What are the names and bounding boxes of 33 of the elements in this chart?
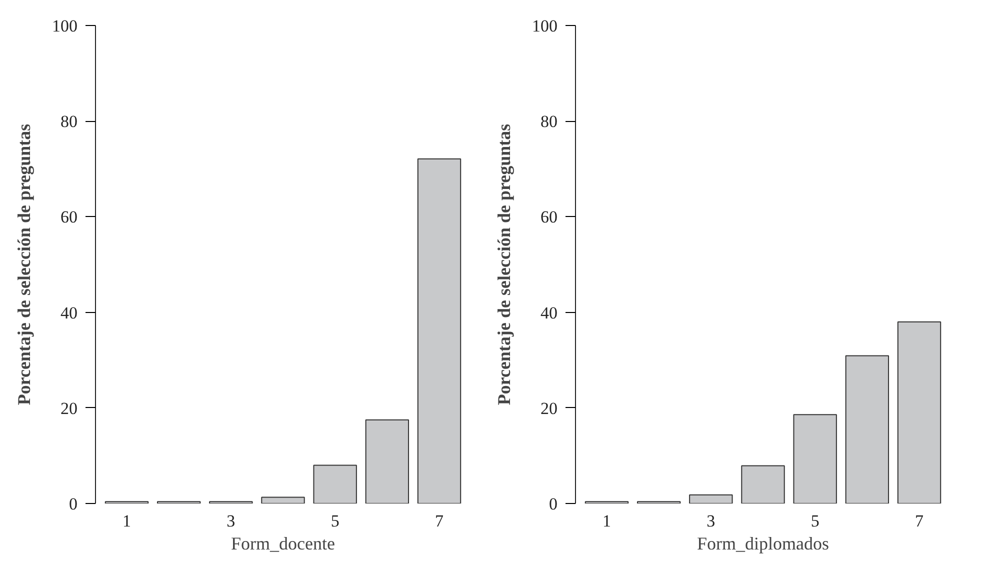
bar xyxy=(417,158,462,504)
y-tick-label: 80 xyxy=(540,112,558,132)
bar xyxy=(365,419,410,504)
y-tick-label: 60 xyxy=(60,208,78,227)
x-axis-title: Form_docente xyxy=(231,534,335,554)
y-tick-label: 60 xyxy=(540,208,558,227)
x-tick-label: 7 xyxy=(435,512,444,530)
y-tick-label: 20 xyxy=(60,398,78,418)
bar xyxy=(845,355,890,504)
y-tick-label: 100 xyxy=(52,16,78,36)
y-tick-label: 40 xyxy=(60,303,78,322)
y-tick-label: 80 xyxy=(60,112,78,132)
bar xyxy=(261,496,305,504)
x-tick-label: 3 xyxy=(706,512,716,530)
x-tick-label: 3 xyxy=(226,512,236,530)
y-tick-label: 40 xyxy=(540,303,558,322)
y-tick-label: 0 xyxy=(549,494,558,514)
bar xyxy=(313,464,357,504)
x-tick-label: 7 xyxy=(915,512,924,530)
y-tick-label: 0 xyxy=(69,494,78,514)
x-axis-title: Form_diplomados xyxy=(697,534,830,554)
y-axis-title: Porcentaje de selección de preguntas xyxy=(494,124,514,406)
y-axis-title: Porcentaje de selección de preguntas xyxy=(14,124,34,406)
bar xyxy=(793,414,837,504)
x-tick-label: 1 xyxy=(122,512,131,530)
x-tick-label: 5 xyxy=(330,512,340,530)
bar xyxy=(741,465,785,504)
y-tick-label: 100 xyxy=(532,16,558,36)
x-tick-label: 1 xyxy=(602,512,611,530)
bar xyxy=(689,494,733,504)
x-tick-label: 5 xyxy=(810,512,820,530)
bar xyxy=(897,321,942,504)
y-tick-label: 20 xyxy=(540,398,558,418)
